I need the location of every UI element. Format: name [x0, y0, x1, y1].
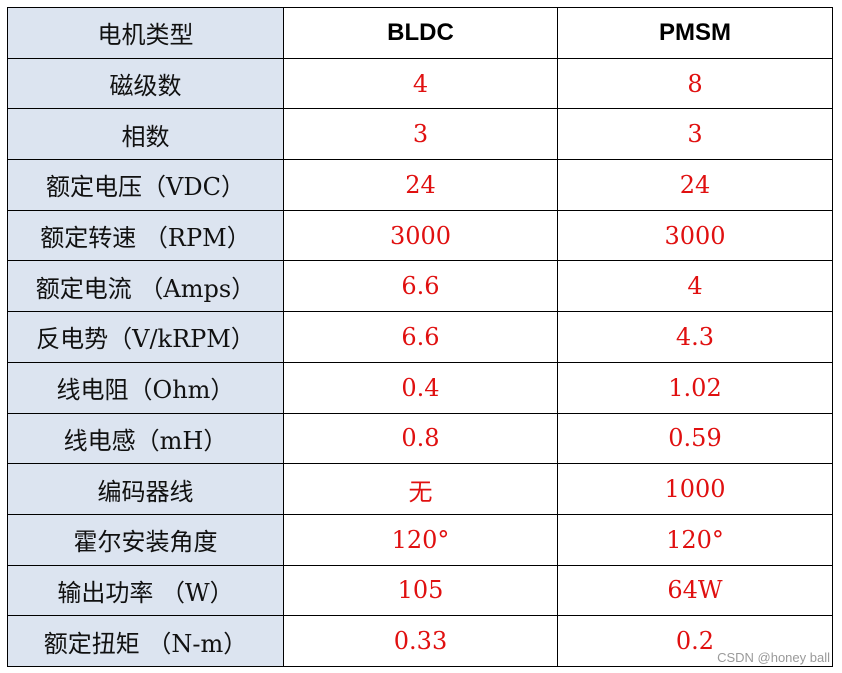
- bldc-value: 0.4: [283, 361, 558, 414]
- pmsm-value: 4.3: [557, 311, 833, 363]
- top-cropped-caption: [0, 0, 842, 7]
- row-label: 编码器线: [7, 463, 284, 515]
- row-label: 线电阻（Ohm）: [7, 361, 284, 414]
- cropped-caption-fragment: [6, 0, 286, 4]
- row-label: 霍尔安装角度: [7, 513, 284, 566]
- motor-spec-table: 电机类型 BLDC PMSM 磁级数 4 8 相数 3 3 额定电压（VDC） …: [7, 7, 833, 667]
- table-row: 磁级数 4 8: [7, 57, 833, 110]
- table-row: 额定电压（VDC） 24 24: [7, 159, 833, 211]
- row-label: 额定扭矩 （N-m）: [7, 615, 284, 667]
- row-label: 额定转速 （RPM）: [7, 209, 284, 262]
- pmsm-value: 8: [557, 57, 833, 110]
- bldc-value: 3000: [283, 209, 558, 262]
- pmsm-value: 1.02: [557, 361, 833, 414]
- table-row: 额定扭矩 （N-m） 0.33 0.2: [7, 615, 833, 667]
- pmsm-value: 3: [557, 108, 833, 161]
- bldc-value: 6.6: [283, 311, 558, 363]
- table-header-row: 电机类型 BLDC PMSM: [7, 7, 833, 59]
- bldc-value: 120°: [283, 513, 558, 566]
- header-pmsm: PMSM: [557, 7, 833, 59]
- row-label: 额定电压（VDC）: [7, 159, 284, 211]
- row-label: 输出功率 （W）: [7, 564, 284, 617]
- bldc-value: 0.8: [283, 412, 558, 465]
- pmsm-value: 3000: [557, 209, 833, 262]
- pmsm-value: 0.2: [557, 615, 833, 667]
- header-bldc: BLDC: [283, 7, 558, 59]
- pmsm-value: 24: [557, 159, 833, 211]
- table-row: 线电阻（Ohm） 0.4 1.02: [7, 361, 833, 414]
- table-row: 线电感（mH） 0.8 0.59: [7, 412, 833, 465]
- bldc-value: 4: [283, 57, 558, 110]
- bldc-value: 0.33: [283, 615, 558, 667]
- bldc-value: 24: [283, 159, 558, 211]
- bldc-value: 105: [283, 564, 558, 617]
- bldc-value: 6.6: [283, 260, 558, 313]
- row-label: 额定电流 （Amps）: [7, 260, 284, 313]
- table-row: 额定转速 （RPM） 3000 3000: [7, 209, 833, 262]
- pmsm-value: 64W: [557, 564, 833, 617]
- row-label: 磁级数: [7, 57, 284, 110]
- pmsm-value: 1000: [557, 463, 833, 515]
- bldc-value: 无: [283, 463, 558, 515]
- pmsm-value: 120°: [557, 513, 833, 566]
- bldc-value: 3: [283, 108, 558, 161]
- table-row: 编码器线 无 1000: [7, 463, 833, 515]
- pmsm-value: 4: [557, 260, 833, 313]
- table-row: 反电势（V/kRPM） 6.6 4.3: [7, 311, 833, 363]
- table-row: 输出功率 （W） 105 64W: [7, 564, 833, 617]
- table-row: 额定电流 （Amps） 6.6 4: [7, 260, 833, 313]
- row-label: 相数: [7, 108, 284, 161]
- row-label: 反电势（V/kRPM）: [7, 311, 284, 363]
- pmsm-value: 0.59: [557, 412, 833, 465]
- csdn-watermark: CSDN @honey ball: [717, 650, 830, 665]
- header-motor-type: 电机类型: [7, 7, 284, 59]
- row-label: 线电感（mH）: [7, 412, 284, 465]
- table-row: 霍尔安装角度 120° 120°: [7, 513, 833, 566]
- table-row: 相数 3 3: [7, 108, 833, 161]
